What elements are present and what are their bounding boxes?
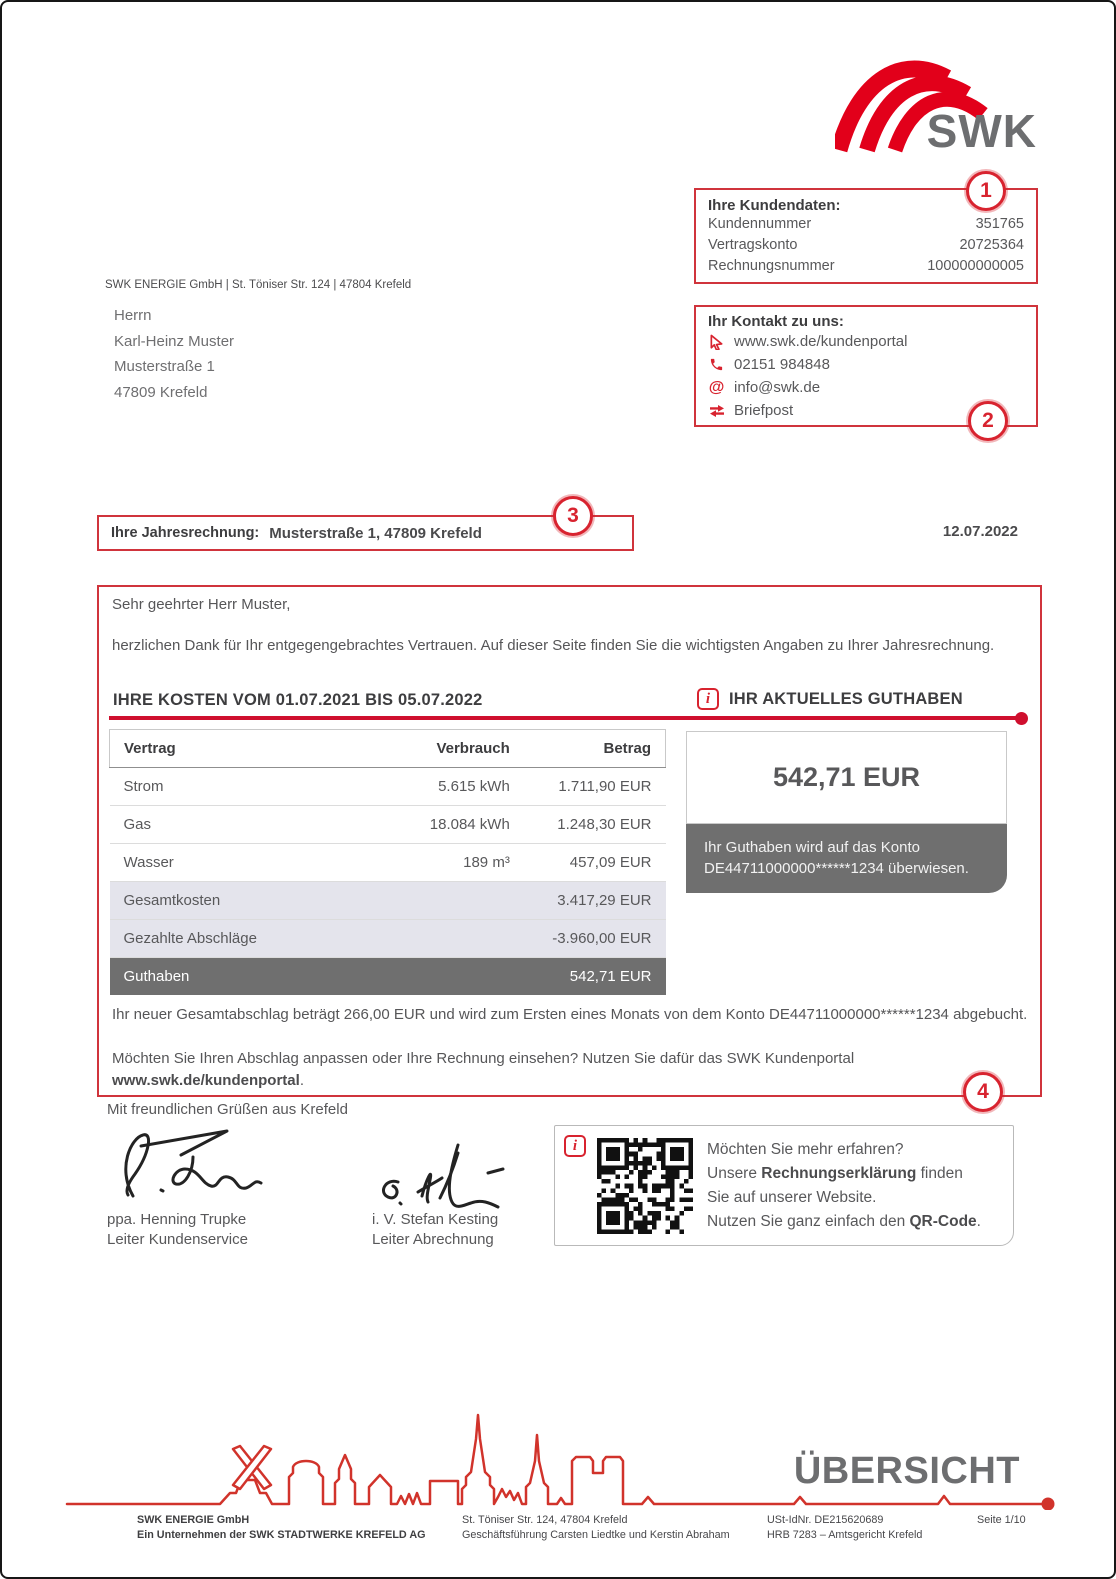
recipient-salutation: Herrn [114,307,152,324]
swk-logo-text: SWK [926,105,1037,157]
annual-invoice-bar: 3 Ihre Jahresrechnung: Musterstraße 1, 4… [97,496,634,551]
col-header-verbrauch: Verbrauch [343,729,510,768]
balance-amount: 542,71 EUR [686,731,1007,824]
sender-line: SWK ENERGIE GmbH | St. Töniser Str. 124 … [105,279,412,291]
signature-caption-trupke: ppa. Henning Trupke Leiter Kundenservice [107,1210,248,1250]
contact-box-title: Ihr Kontakt zu uns: [708,313,844,330]
balance-card: 542,71 EUR Ihr Guthaben wird auf das Kon… [686,731,1007,893]
recipient-street: Musterstraße 1 [114,358,215,375]
mail-arrows-icon [708,402,725,419]
recipient-name: Karl-Heinz Muster [114,332,235,350]
signer-role: Leiter Abrechnung [372,1231,494,1248]
krefeld-skyline-icon [65,1413,1055,1510]
letter-paragraph-portal: Möchten Sie Ihren Abschlag anpassen oder… [112,1050,855,1089]
table-row-strom: Strom 5.615 kWh 1.711,90 EUR [109,768,666,806]
customer-data-box: 1 Ihre Kundendaten: Kundennummer 351765 V… [694,171,1038,284]
cost-table: Vertrag Verbrauch Betrag Strom 5.615 kWh… [109,729,666,995]
recipient-city: 47809 Krefeld [114,383,208,401]
signature-trupke-icon [124,1129,263,1198]
swk-logo: SWK [830,52,1039,157]
customer-value: 351765 [975,216,1024,232]
customer-row: Rechnungsnummer 100000000005 [708,256,1024,277]
footer-page-number: Seite 1/10 [977,1514,1026,1526]
signer-name: i. V. Stefan Kesting [372,1211,499,1228]
customer-label: Rechnungsnummer [708,258,835,274]
contact-post-text: Briefpost [734,402,794,419]
phone-icon [708,356,725,373]
badge-4: 4 [963,1072,1003,1112]
balance-heading-group: i IHR AKTUELLES GUTHABEN [697,688,963,710]
cost-table-header-row: Vertrag Verbrauch Betrag [109,729,666,768]
customer-label: Kundennummer [708,216,812,232]
customer-row: Vertragskonto 20725364 [708,235,1024,256]
table-row-guthaben: Guthaben 542,71 EUR [109,957,666,995]
badge-2: 2 [968,401,1008,441]
footer-registry: USt-IdNr. DE215620689 HRB 7283 – Amtsger… [767,1514,923,1541]
info-icon: i [564,1135,586,1157]
customer-label: Vertragskonto [708,237,798,253]
customer-value: 100000000005 [927,258,1024,274]
contact-item-phone: 02151 984848 [708,353,1024,376]
recipient-address: Herrn Karl-Heinz Muster Musterstraße 1 4… [114,303,234,405]
badge-3: 3 [553,496,593,536]
qr-code-icon [597,1138,693,1234]
costs-heading: IHRE KOSTEN VOM 01.07.2021 BIS 05.07.202… [113,691,483,709]
footer-company: SWK ENERGIE GmbH Ein Unternehmen der SWK… [137,1514,426,1541]
contact-item-portal: www.swk.de/kundenportal [708,330,1024,353]
col-header-betrag: Betrag [509,729,666,768]
table-row-gas: Gas 18.084 kWh 1.248,30 EUR [109,806,666,844]
swk-logo-arcs-icon [830,60,988,153]
portal-url: www.swk.de/kundenportal [112,1072,300,1089]
closing-line: Mit freundlichen Grüßen aus Krefeld [107,1101,348,1118]
customer-box-title: Ihre Kundendaten: [708,197,841,214]
info-icon: i [697,688,719,710]
contact-portal-text: www.swk.de/kundenportal [734,333,908,350]
table-row-wasser: Wasser 189 m³ 457,09 EUR [109,844,666,882]
letter-box: 4 Sehr geehrter Herr Muster, herzlichen … [97,585,1042,1112]
qr-info-box: i Möchten Sie mehr erfahren? Unsere Rech… [554,1125,1014,1246]
balance-note: Ihr Guthaben wird auf das Konto DE447110… [686,824,1007,893]
letter-greeting: Sehr geehrter Herr Muster, [112,596,291,613]
at-icon: @ [708,378,725,396]
badge-1: 1 [966,171,1006,211]
overview-label: ÜBERSICHT [793,1450,1020,1492]
table-row-abschlaege: Gezahlte Abschläge -3.960,00 EUR [109,919,666,958]
contact-box: 2 Ihr Kontakt zu uns: www.swk.de/kundenp… [694,305,1038,441]
cursor-icon [708,333,725,350]
contact-phone-text: 02151 984848 [734,356,830,373]
balance-heading: IHR AKTUELLES GUTHABEN [729,689,963,708]
contact-item-post: Briefpost [708,399,1024,422]
customer-value: 20725364 [959,237,1024,253]
signature-caption-kesting: i. V. Stefan Kesting Leiter Abrechnung [372,1210,498,1250]
qr-box-text: Möchten Sie mehr erfahren? Unsere Rechnu… [707,1141,981,1230]
letter-paragraph-abschlag: Ihr neuer Gesamtabschlag beträgt 266,00 … [112,1006,1028,1023]
contact-item-email: @ info@swk.de [708,376,1024,399]
contact-email-text: info@swk.de [734,379,821,396]
letter-intro: herzlichen Dank für Ihr entgegengebracht… [112,637,995,654]
signature-kesting-icon [382,1143,505,1209]
invoice-bar-address: Musterstraße 1, 47809 Krefeld [269,524,482,542]
signer-name: ppa. Henning Trupke [107,1211,247,1228]
col-header-vertrag: Vertrag [109,729,344,768]
table-row-gesamtkosten: Gesamtkosten 3.417,29 EUR [109,881,666,920]
customer-row: Kundennummer 351765 [708,214,1024,235]
signer-role: Leiter Kundenservice [107,1231,248,1248]
document-date: 12.07.2022 [942,523,1018,540]
section-rule [109,711,1028,725]
invoice-bar-label: Ihre Jahresrechnung: [111,525,260,541]
footer-address: St. Töniser Str. 124, 47804 Krefeld Gesc… [462,1514,730,1541]
